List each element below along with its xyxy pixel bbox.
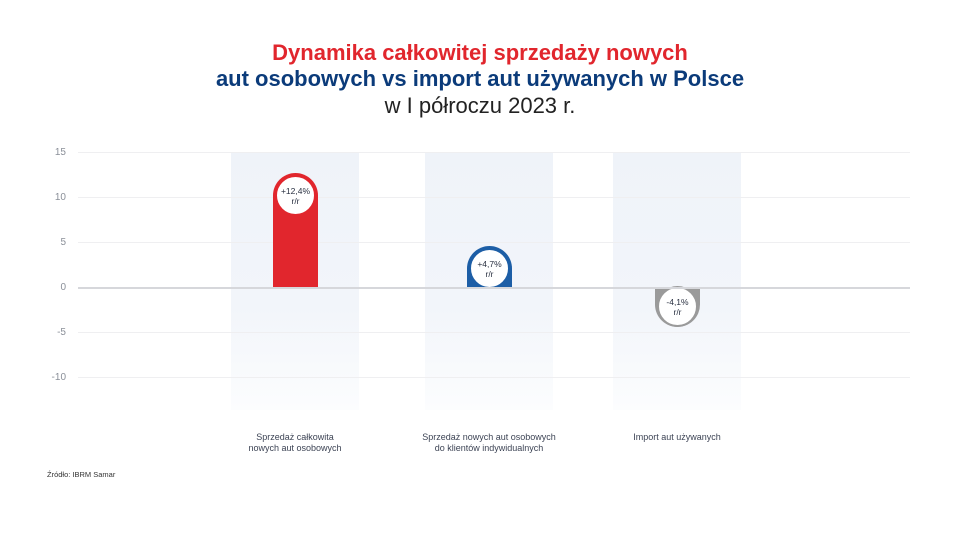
x-label-line: do klientów indywidualnych bbox=[434, 443, 544, 453]
x-label-line: Import aut używanych bbox=[633, 432, 721, 442]
y-tick-label: 10 bbox=[54, 192, 66, 203]
gridline bbox=[78, 152, 910, 153]
x-label-line: Sprzedaż nowych aut osobowych bbox=[422, 432, 556, 442]
y-tick-label: -10 bbox=[51, 372, 66, 383]
data-label-value: +12,4% bbox=[280, 185, 311, 196]
gridline bbox=[78, 242, 910, 243]
y-tick-label: 0 bbox=[60, 282, 66, 293]
chart-title-line2: aut osobowych vs import aut używanych w … bbox=[215, 66, 745, 91]
x-category-label: Sprzedaż nowych aut osobowych do klientó… bbox=[389, 432, 589, 454]
data-label-bubble: -4,1% r/r bbox=[657, 286, 698, 327]
chart-subtitle: w I półroczu 2023 r. bbox=[384, 93, 576, 118]
data-label-value: +4,7% bbox=[477, 258, 502, 269]
category-band-3 bbox=[613, 152, 741, 410]
data-label-suffix: r/r bbox=[673, 306, 682, 317]
x-category-label: Import aut używanych bbox=[577, 432, 777, 443]
data-label-bubble: +12,4% r/r bbox=[275, 175, 316, 216]
x-label-line: nowych aut osobowych bbox=[248, 443, 342, 453]
chart-title-line1: Dynamika całkowitej sprzedaży nowych bbox=[272, 40, 688, 65]
x-category-label: Sprzedaż całkowita nowych aut osobowych bbox=[195, 432, 395, 454]
gridline bbox=[78, 377, 910, 378]
y-tick-label: -5 bbox=[57, 327, 66, 338]
gridline bbox=[78, 332, 910, 333]
data-label-suffix: r/r bbox=[485, 268, 494, 279]
data-label-suffix: r/r bbox=[291, 195, 300, 206]
zero-baseline bbox=[78, 287, 910, 289]
data-label-value: -4,1% bbox=[666, 296, 689, 307]
x-label-line: Sprzedaż całkowita bbox=[256, 432, 334, 442]
data-label-bubble: +4,7% r/r bbox=[469, 248, 510, 289]
gridline bbox=[78, 197, 910, 198]
y-tick-label: 5 bbox=[60, 237, 66, 248]
source-note: Źródło: IBRM Samar bbox=[47, 470, 116, 479]
y-tick-label: 15 bbox=[54, 147, 66, 158]
